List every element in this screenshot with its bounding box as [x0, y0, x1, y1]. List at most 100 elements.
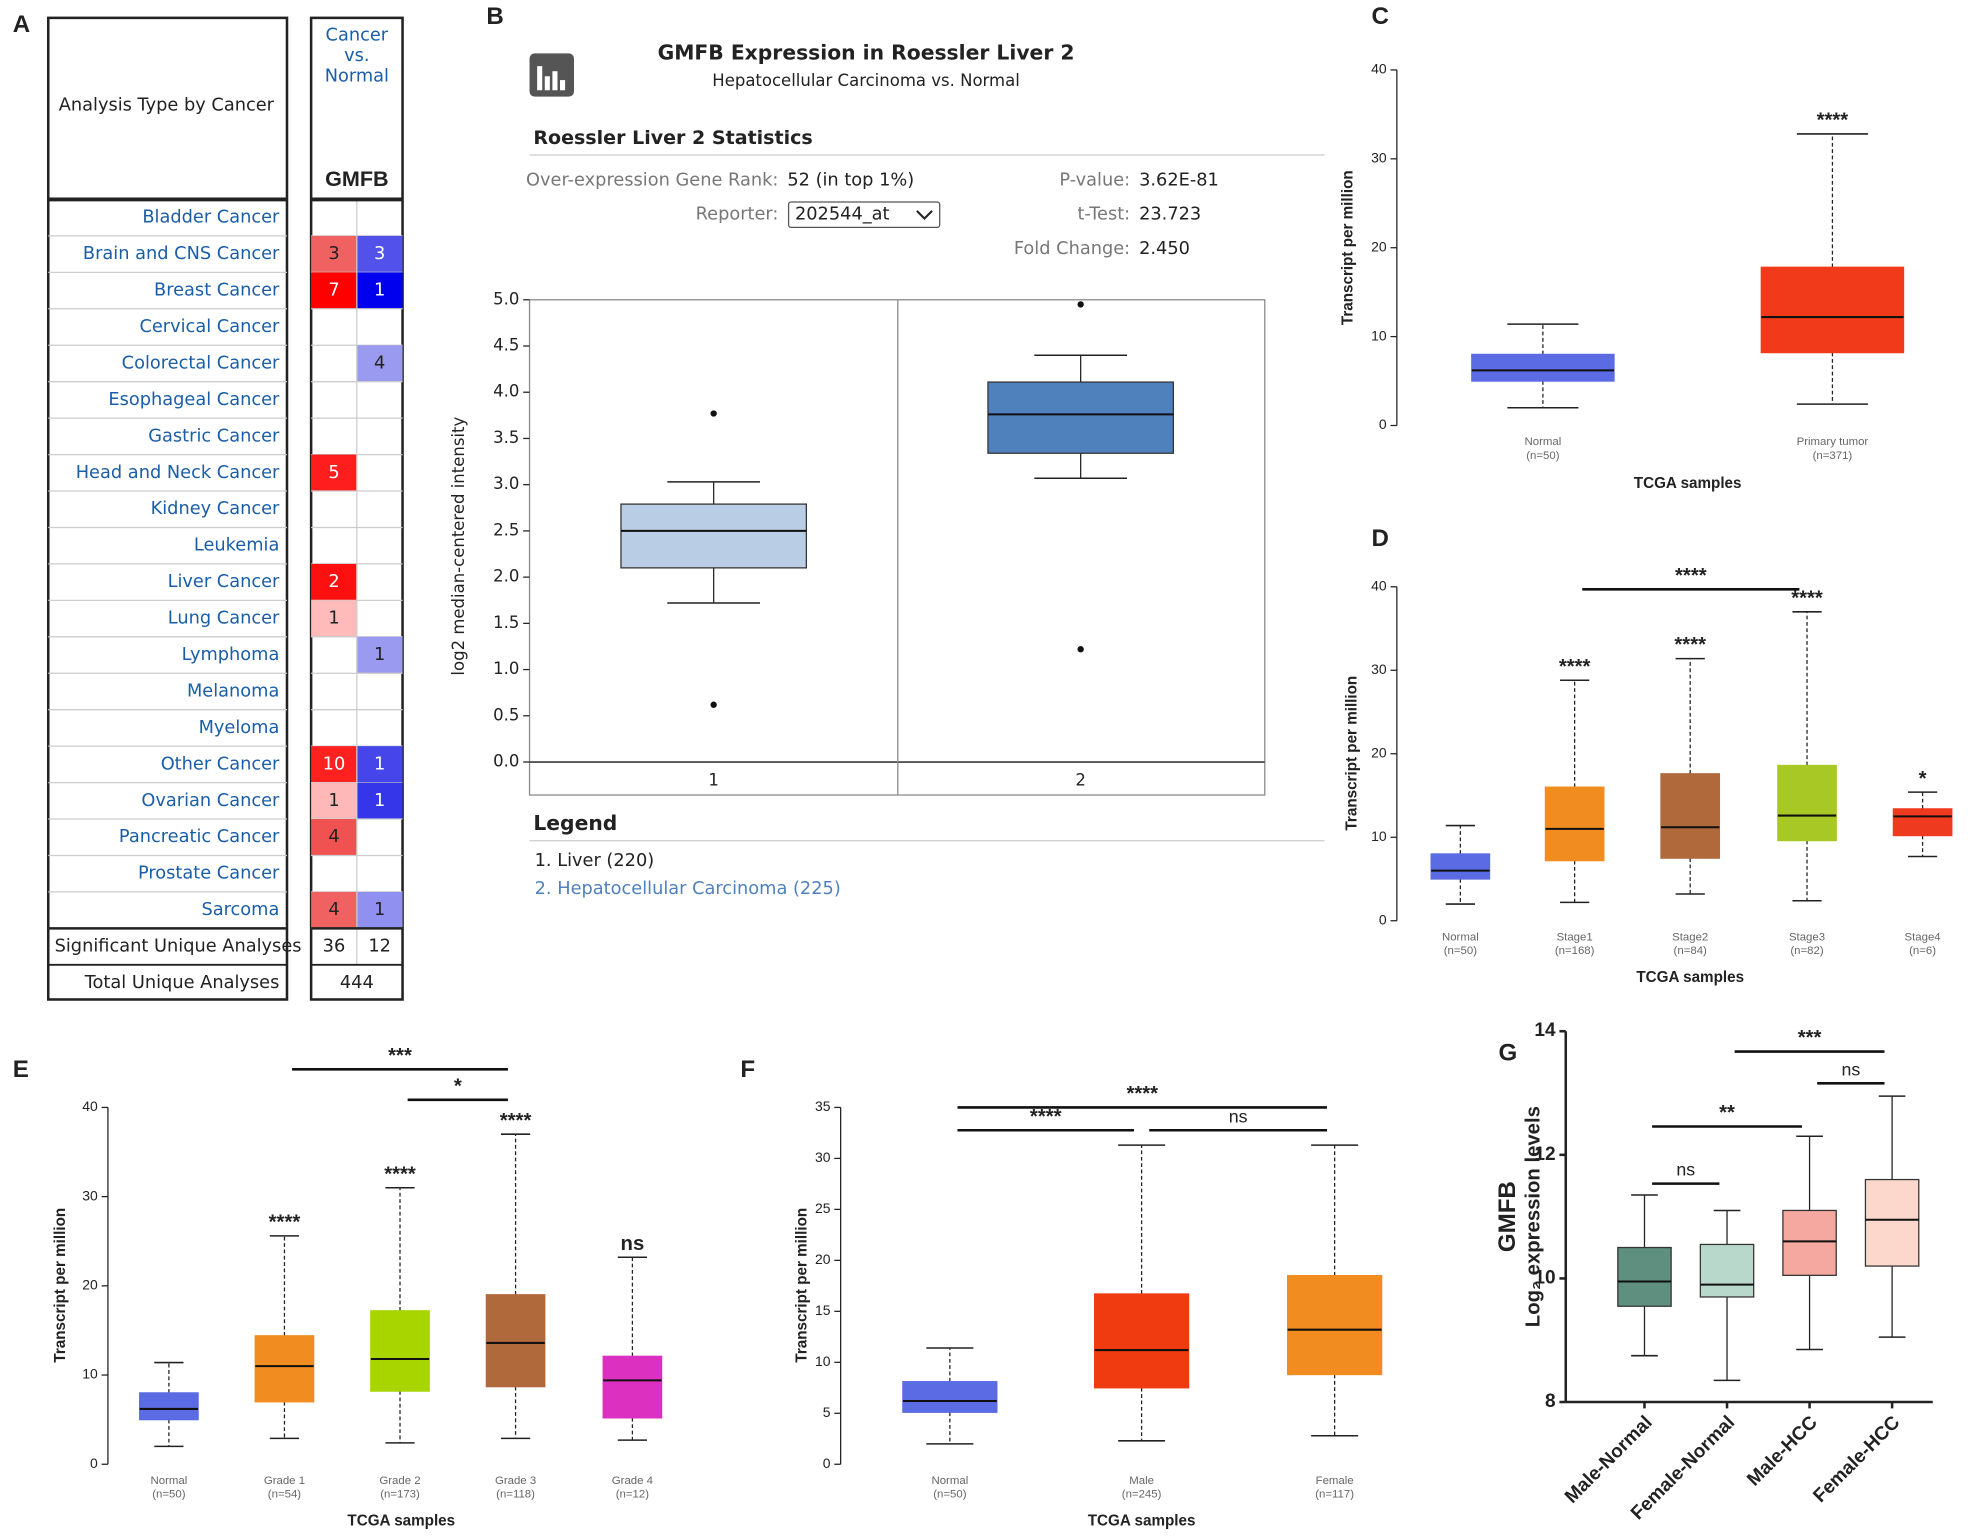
x-tick-label: Normal — [1442, 931, 1479, 943]
significance: **** — [500, 1110, 532, 1132]
heat-cell — [311, 272, 357, 309]
sample-count: (n=6) — [1909, 945, 1936, 957]
sample-count: (n=117) — [1315, 1489, 1354, 1501]
cell-value: 2 — [328, 572, 339, 592]
sample-count: (n=50) — [1526, 450, 1559, 462]
y-axis-label: Transcript per million — [1343, 676, 1360, 831]
footer-label: Total Unique Analyses — [84, 973, 280, 993]
box — [1093, 1293, 1190, 1389]
heat-cell — [311, 819, 357, 856]
outlier — [710, 701, 717, 708]
legend-entry: 2. Hepatocellular Carcinoma (225) — [535, 879, 841, 899]
significance: * — [1919, 768, 1927, 790]
comparison-label: **** — [1675, 565, 1707, 587]
x-tick-label: Stage2 — [1672, 931, 1708, 943]
legend-title: Legend — [533, 811, 617, 835]
legend-entry: 1. Liver (220) — [535, 851, 655, 871]
box — [987, 381, 1174, 454]
cancer-name: Prostate Cancer — [138, 864, 280, 884]
outlier — [710, 410, 717, 417]
cell-value: 1 — [374, 791, 385, 811]
significance: **** — [1791, 587, 1823, 609]
x-tick-label: Grade 4 — [612, 1475, 654, 1487]
stat-label: P-value: — [1059, 170, 1130, 190]
y-tick-label: 0 — [823, 1455, 831, 1471]
table-header: Analysis Type by Cancer — [59, 95, 275, 115]
cell-value: 3 — [374, 244, 385, 264]
cell-value: 4 — [328, 827, 339, 847]
y-tick-label: 0.5 — [493, 705, 519, 724]
y-tick-label: 0 — [1379, 416, 1387, 432]
significance: **** — [1817, 110, 1849, 132]
x-tick-label: Stage3 — [1789, 931, 1825, 943]
comparison-label: ns — [1676, 1160, 1695, 1180]
stat-label: Fold Change: — [1014, 239, 1130, 259]
box — [1471, 353, 1615, 382]
y-axis-label: log2 median-centered intensity — [449, 416, 468, 675]
sample-count: (n=50) — [1444, 945, 1477, 957]
x-axis-label: TCGA samples — [1088, 1512, 1196, 1529]
y-tick-label: 0 — [1379, 911, 1387, 927]
stat-label: t-Test: — [1077, 205, 1130, 225]
heat-cell — [311, 746, 357, 783]
x-tick-label: Stage4 — [1905, 931, 1942, 943]
cell-value: 5 — [328, 463, 339, 483]
sample-count: (n=84) — [1674, 945, 1707, 957]
heat-cell — [356, 345, 403, 382]
cell-value: 1 — [374, 281, 385, 301]
y-tick-label: 30 — [82, 1187, 98, 1203]
significance: **** — [384, 1163, 416, 1185]
x-tick-label: Female — [1316, 1475, 1354, 1487]
y-axis-title: GMFB — [1494, 1181, 1521, 1252]
sample-count: (n=118) — [496, 1489, 535, 1501]
y-tick-label: 10 — [1371, 828, 1387, 844]
sample-count: (n=50) — [152, 1489, 185, 1501]
box — [370, 1310, 430, 1392]
reporter-select[interactable] — [787, 201, 941, 229]
box — [1287, 1275, 1383, 1376]
y-tick-label: 14 — [1534, 1020, 1556, 1041]
y-tick-label: 3.0 — [493, 474, 519, 493]
y-tick-label: 3.5 — [493, 428, 519, 447]
cancer-name: Colorectal Cancer — [122, 353, 280, 373]
box — [254, 1335, 315, 1403]
y-tick-label: 30 — [1371, 150, 1387, 166]
cancer-name: Ovarian Cancer — [141, 791, 280, 811]
x-tick-label: Primary tumor — [1797, 436, 1869, 448]
cell-value: 7 — [328, 281, 339, 301]
cancer-name: Brain and CNS Cancer — [83, 244, 280, 264]
chart-title: GMFB Expression in Roessler Liver 2 — [658, 40, 1075, 64]
cell-value: 10 — [323, 754, 346, 774]
x-tick-label: Grade 3 — [495, 1475, 536, 1487]
box — [602, 1355, 663, 1419]
box — [1777, 764, 1837, 842]
y-tick-label: 20 — [82, 1277, 98, 1293]
panel-label: E — [13, 1056, 29, 1083]
heat-cell — [311, 235, 357, 273]
sample-count: (n=50) — [933, 1489, 966, 1501]
y-axis-label: Transcript per million — [794, 1208, 811, 1363]
cancer-name: Bladder Cancer — [142, 208, 280, 228]
select-chevron — [916, 210, 933, 220]
heat-cell — [356, 272, 403, 309]
y-tick-label: 10 — [815, 1353, 831, 1369]
cell-value: 4 — [374, 353, 385, 373]
cell-value: 1 — [374, 645, 385, 665]
stat-label: Reporter: — [696, 205, 779, 225]
x-tick-label: Female-HCC — [1809, 1412, 1904, 1507]
y-tick-label: 15 — [815, 1302, 831, 1318]
stats-title: Roessler Liver 2 Statistics — [533, 127, 812, 149]
x-axis-label: TCGA samples — [1636, 969, 1744, 986]
stat-value: 3.62E-81 — [1139, 170, 1219, 190]
significance: ns — [621, 1233, 645, 1255]
significance: **** — [1674, 634, 1706, 656]
cell-value: 4 — [328, 900, 339, 920]
x-tick-label: Grade 2 — [379, 1475, 420, 1487]
y-tick-label: 20 — [1371, 744, 1387, 760]
y-tick-label: 1.0 — [493, 659, 519, 678]
cancer-name: Pancreatic Cancer — [119, 827, 280, 847]
heat-cell — [356, 782, 403, 820]
cancer-name: Head and Neck Cancer — [76, 463, 280, 483]
box — [1660, 773, 1721, 859]
x-axis-label: TCGA samples — [347, 1512, 455, 1529]
